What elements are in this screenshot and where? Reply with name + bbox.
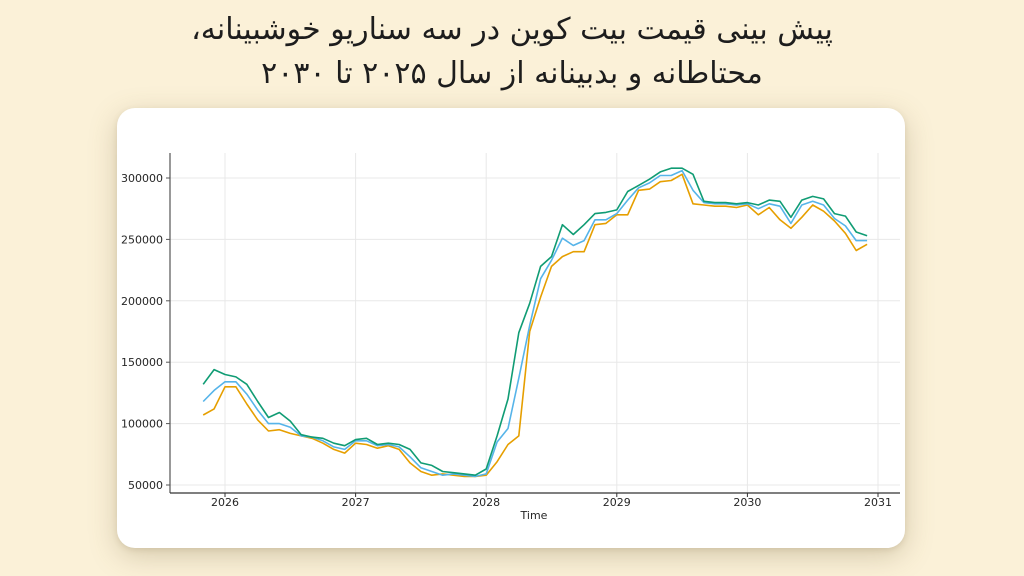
y-tick-labels: 50000 100000 150000 200000 250000 300000 <box>121 172 170 492</box>
y-tick-label: 250000 <box>121 233 163 246</box>
chart-card: 50000 100000 150000 200000 250000 300000 2026… <box>117 108 905 548</box>
line-chart: 50000 100000 150000 200000 250000 300000 2026… <box>121 153 900 522</box>
series-line-optimistic <box>202 167 868 477</box>
x-tick-label: 2030 <box>733 496 761 509</box>
y-tick-label: 200000 <box>121 295 163 308</box>
gridlines <box>170 153 900 493</box>
x-tick-label: 2026 <box>211 496 239 509</box>
series-line-neutral <box>202 169 868 478</box>
y-tick-label: 100000 <box>121 418 163 431</box>
series-line-pessimistic <box>202 173 868 478</box>
series-lines <box>202 167 868 478</box>
y-tick-label: 300000 <box>121 172 163 185</box>
page-title: پیش بینی قیمت بیت کوین در سه سناریو خوشب… <box>0 8 1024 96</box>
y-tick-label: 50000 <box>128 479 163 492</box>
x-tick-label: 2027 <box>342 496 370 509</box>
axes <box>169 153 900 494</box>
title-line-2: محتاطانه و بدبینانه از سال ۲۰۲۵ تا ۲۰۳۰ <box>261 56 763 91</box>
x-axis-label: Time <box>520 509 548 522</box>
x-tick-label: 2031 <box>864 496 892 509</box>
x-tick-label: 2029 <box>603 496 631 509</box>
x-tick-labels: 2026 2027 2028 2029 2030 2031 <box>211 493 892 509</box>
title-line-1: پیش بینی قیمت بیت کوین در سه سناریو خوشب… <box>191 12 833 47</box>
x-tick-label: 2028 <box>472 496 500 509</box>
y-tick-label: 150000 <box>121 356 163 369</box>
